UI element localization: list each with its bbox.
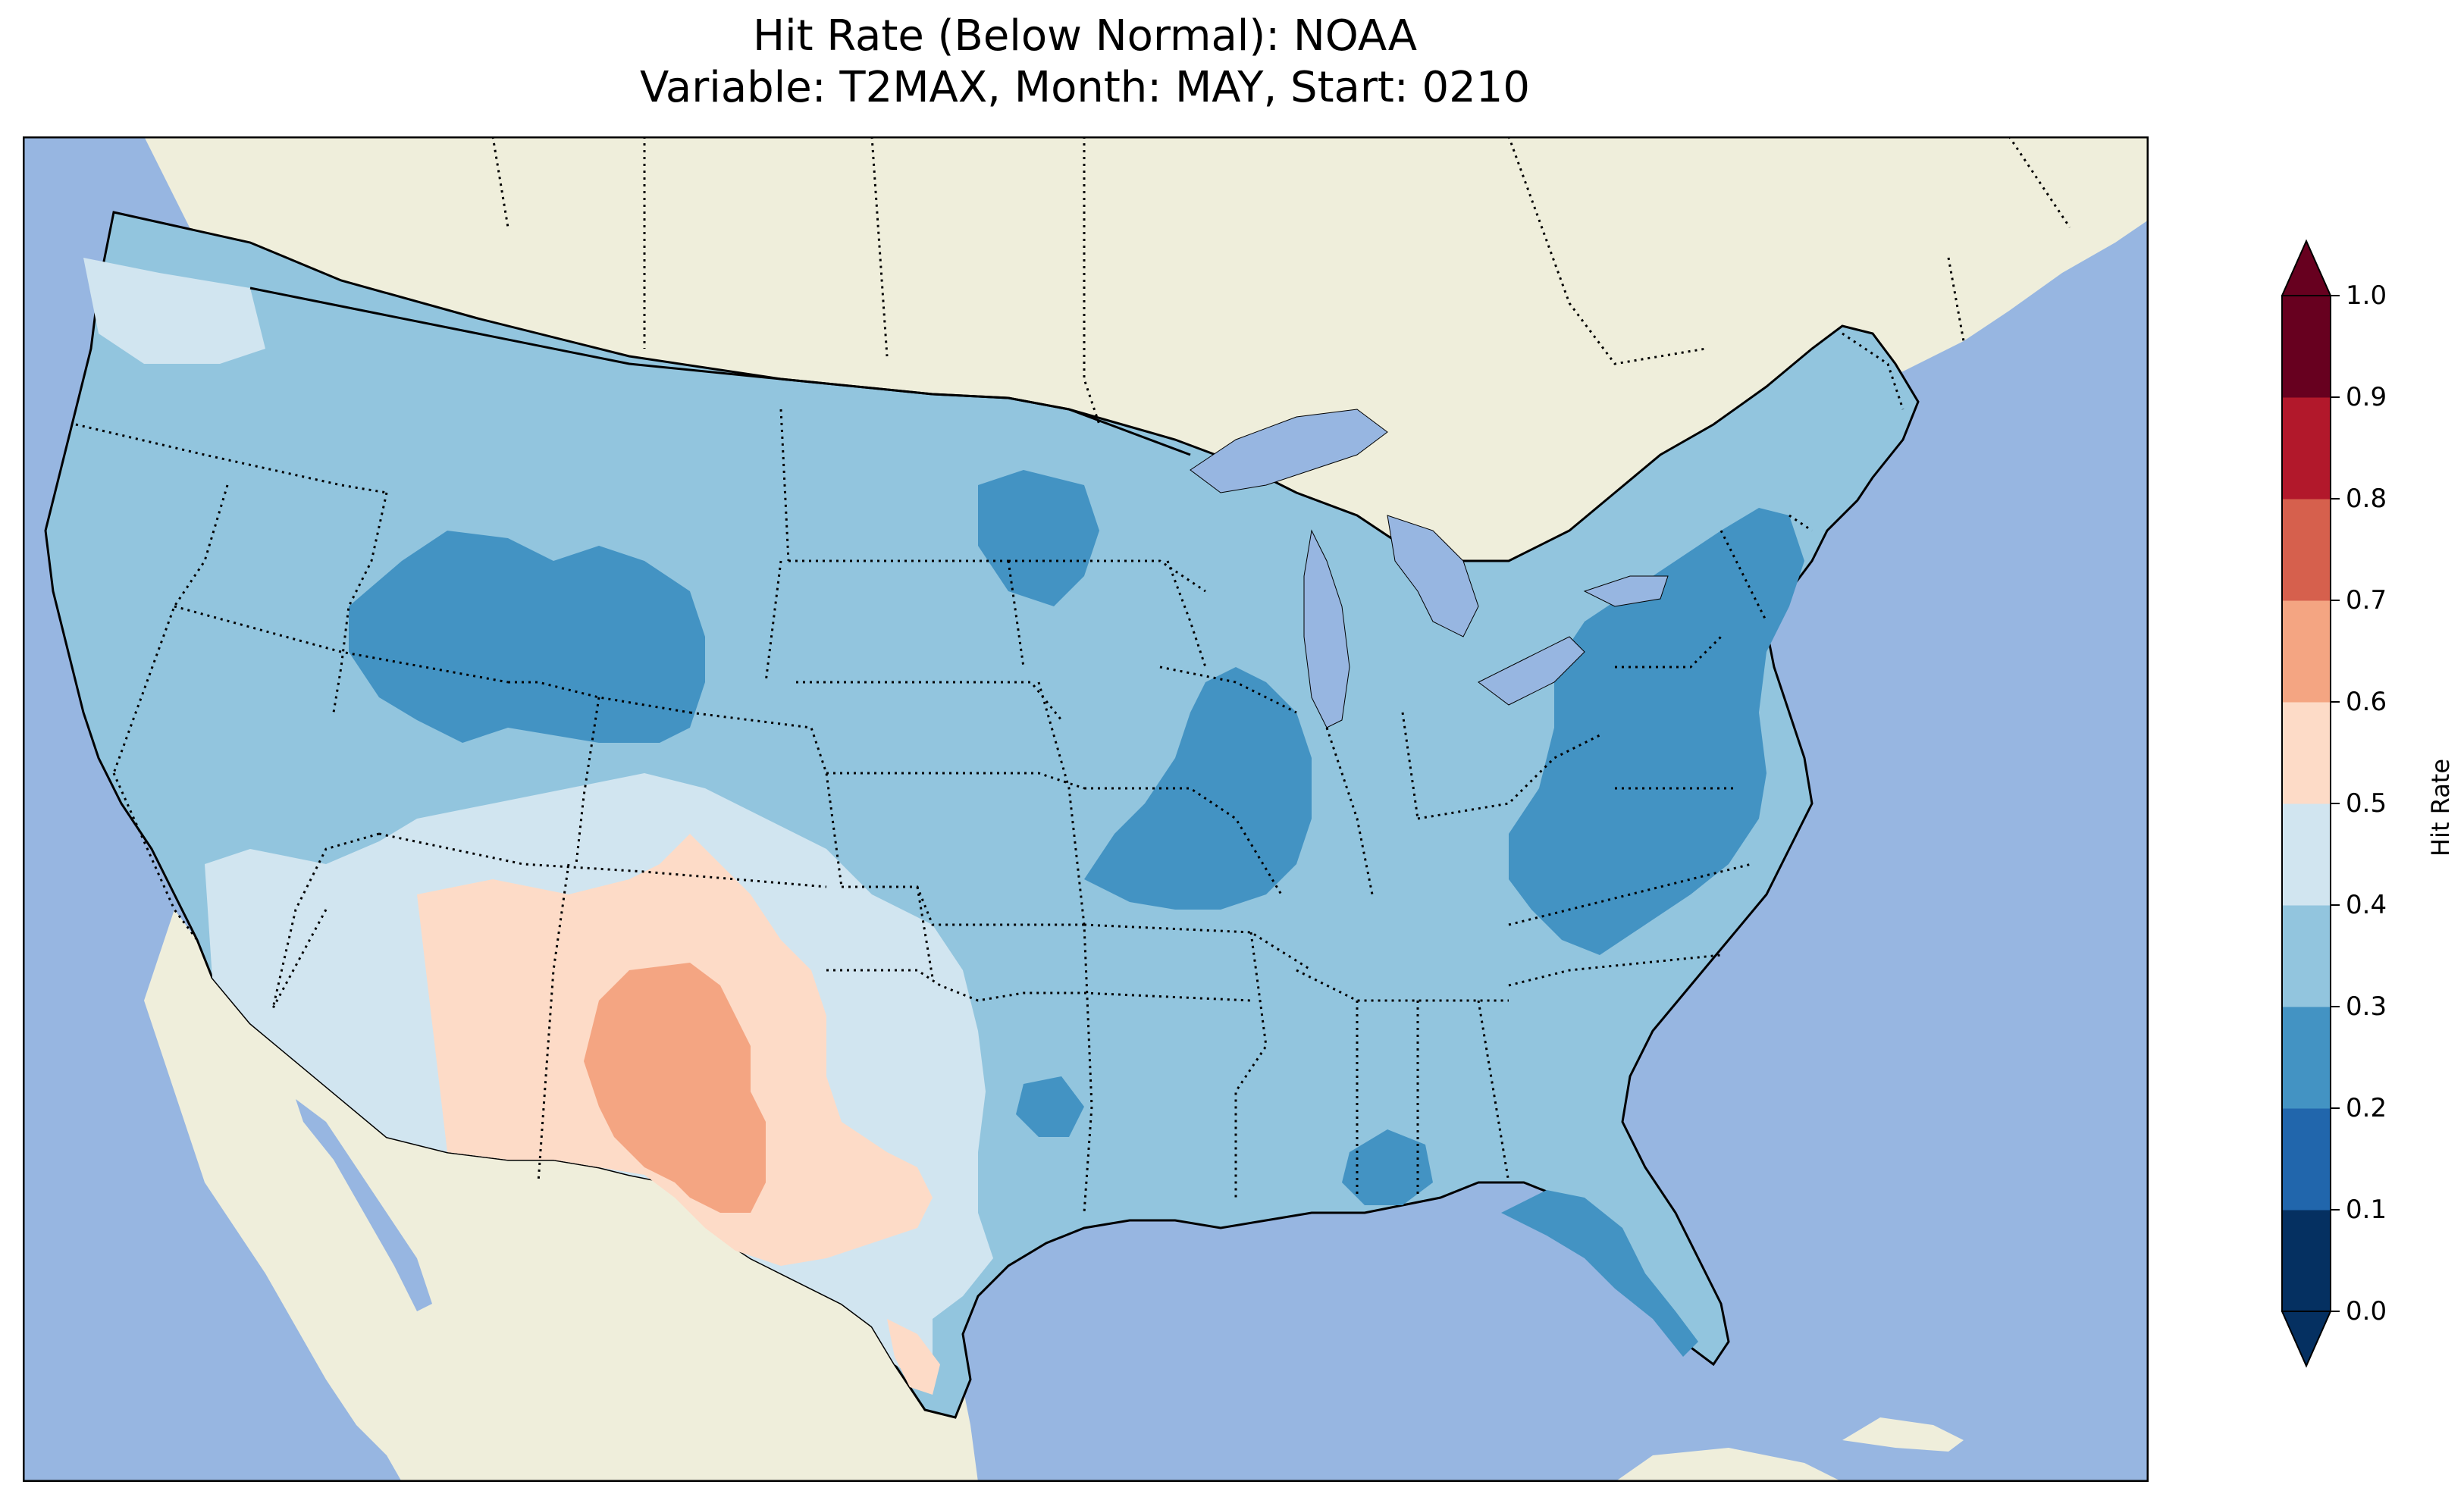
gulf-of-california — [296, 1099, 432, 1311]
hit-rate-zone-0-2 — [349, 531, 705, 743]
map-title: Hit Rate (Below Normal): NOAA Variable: … — [21, 11, 2149, 114]
lake-michigan — [1303, 529, 1350, 728]
colorbar-segment — [2282, 296, 2331, 398]
colorbar-segment — [2282, 600, 2331, 703]
lake-erie — [1478, 636, 1585, 706]
hit-rate-zone-0-4 — [83, 258, 265, 364]
hit-rate-zone-0-2 — [1016, 1076, 1084, 1137]
canada-province-borders — [491, 136, 2071, 425]
colorbar-segment — [2282, 1210, 2331, 1312]
hit-rate-zone-0-2 — [1084, 667, 1312, 910]
lake-huron — [1387, 515, 1479, 637]
hit-rate-zone-0-2 — [1342, 1129, 1433, 1205]
colorbar-segment — [2282, 499, 2331, 601]
colorbar-extend-min — [2281, 1311, 2332, 1368]
colorbar-tick-label: 0.1 — [2346, 1195, 2387, 1225]
hit-rate-zone-0-2 — [1501, 1190, 1698, 1357]
island-land — [1615, 1448, 1842, 1482]
hit-rate-zone-0-2 — [1509, 508, 1804, 955]
title-line-2: Variable: T2MAX, Month: MAY, Start: 0210 — [639, 63, 1531, 112]
colorbar-segment — [2282, 905, 2331, 1007]
colorbar-tick-label: 0.3 — [2346, 991, 2387, 1022]
lake-ontario — [1583, 575, 1669, 607]
colorbar-svg — [2281, 239, 2340, 1368]
colorbar-tick-label: 0.8 — [2346, 484, 2387, 514]
lake-superior — [1190, 409, 1388, 493]
colorbar-segment — [2282, 1007, 2331, 1109]
baja-land — [243, 1008, 440, 1417]
island-land — [1842, 1417, 1964, 1452]
colorbar: 0.0 0.1 0.2 0.3 0.4 0.5 0.6 0.7 0.8 0.9 1.0 Hit Ra… — [2237, 227, 2464, 1380]
map-plot-area — [23, 136, 2149, 1482]
hit-rate-zone-0-6 — [584, 963, 766, 1213]
title-line-1: Hit Rate (Below Normal): NOAA — [752, 11, 1418, 61]
colorbar-tick-label: 0.6 — [2346, 687, 2387, 717]
colorbar-segment — [2282, 397, 2331, 500]
state-borders — [75, 332, 1904, 1214]
us-canada-border — [249, 287, 1191, 456]
colorbar-tick-label: 1.0 — [2346, 280, 2387, 311]
colorbar-tick-label: 0.9 — [2346, 382, 2387, 412]
colorbar-tick-label: 0.0 — [2346, 1296, 2387, 1326]
colorbar-segment — [2282, 803, 2331, 906]
colorbar-extend-max — [2281, 239, 2332, 296]
colorbar-tick-label: 0.5 — [2346, 788, 2387, 819]
colorbar-segment — [2282, 702, 2331, 804]
colorbar-tick-label: 0.4 — [2346, 890, 2387, 920]
colorbar-segment — [2282, 1108, 2331, 1211]
colorbar-tick-label: 0.7 — [2346, 585, 2387, 615]
hit-rate-zone-0-5 — [887, 1319, 940, 1395]
map-frame-border — [23, 136, 2149, 1482]
hit-rate-zone-0-2 — [978, 470, 1099, 606]
colorbar-tick-label: 0.2 — [2346, 1093, 2387, 1123]
colorbar-label: Hit Rate — [2426, 758, 2455, 857]
